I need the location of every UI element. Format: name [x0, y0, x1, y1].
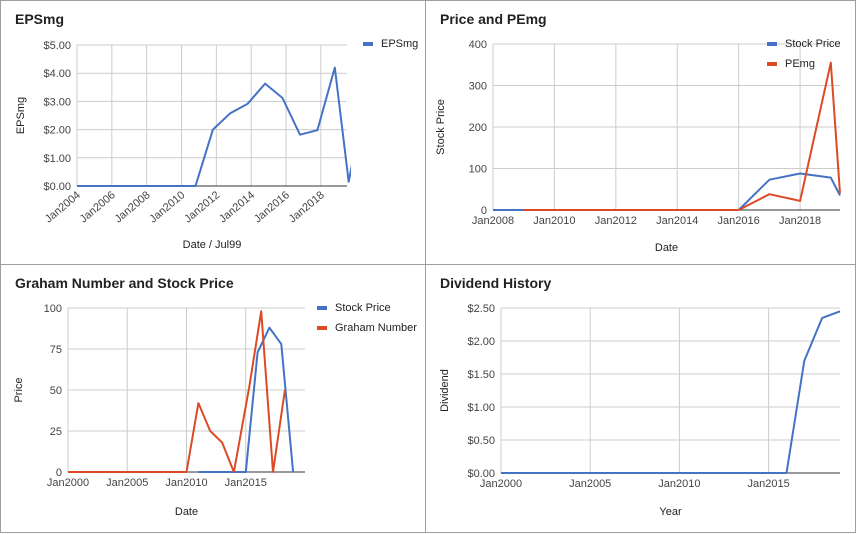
x-axis-title: Date: [655, 242, 678, 254]
chart-legend: EPSmg: [363, 34, 418, 54]
y-tick-label: $4.00: [43, 68, 71, 80]
x-tick-label: Jan2004: [43, 189, 83, 225]
chart-legend: Stock Price Graham Number: [317, 298, 417, 338]
legend-item[interactable]: Stock Price: [317, 298, 417, 318]
y-tick-label: $1.00: [43, 153, 71, 165]
chart-title: Dividend History: [440, 275, 552, 291]
x-tick-label: Jan2016: [252, 189, 292, 225]
series-line-stock-price: [493, 172, 841, 211]
y-tick-label: $0.50: [467, 435, 495, 447]
y-axis-title: Price: [13, 377, 25, 402]
legend-item[interactable]: Stock Price: [767, 34, 841, 54]
legend-swatch: [767, 42, 777, 46]
x-tick-label: Jan2010: [165, 477, 207, 489]
x-tick-label: Jan2010: [533, 215, 575, 227]
chart-panel-graham: 0 25 50 75 100 Jan2000 Jan2005 Jan2010 Jan2015 Da…: [0, 264, 426, 533]
y-tick-label: $1.00: [467, 402, 495, 414]
x-tick-label: Jan2010: [147, 189, 187, 225]
legend-label: Stock Price: [785, 38, 841, 50]
x-tick-label: Jan2006: [78, 189, 118, 225]
x-tick-label: Jan2000: [480, 478, 522, 490]
x-tick-label: Jan2015: [748, 478, 790, 490]
y-axis-title: Stock Price: [435, 99, 447, 155]
chart-svg: 0 25 50 75 100 Jan2000 Jan2005 Jan2010 Jan2015 Da…: [13, 303, 305, 518]
legend-item[interactable]: EPSmg: [363, 34, 418, 54]
chart-title: Graham Number and Stock Price: [15, 275, 234, 291]
chart-svg: $0.00$1.00$2.00$3.00$4.00$5.00Jan2004Jan…: [15, 40, 351, 251]
y-tick-label: $2.00: [43, 125, 71, 137]
x-tick-label: Jan2010: [658, 478, 700, 490]
legend-swatch: [317, 326, 327, 330]
y-tick-label: 50: [50, 385, 62, 397]
y-tick-label: $0.00: [43, 181, 71, 193]
legend-label: EPSmg: [381, 38, 419, 50]
x-axis-title: Date: [175, 506, 198, 518]
y-tick-label: 25: [50, 426, 62, 438]
x-tick-label: Jan2014: [217, 189, 257, 225]
y-tick-label: 100: [44, 303, 62, 315]
series-line-epsmg: [77, 66, 351, 187]
x-tick-label: Jan2018: [779, 215, 821, 227]
y-tick-label: $1.50: [467, 369, 495, 381]
series-line-pemg: [523, 61, 841, 211]
x-axis-title: Year: [659, 506, 682, 518]
legend-swatch: [767, 62, 777, 66]
x-tick-label: Jan2005: [569, 478, 611, 490]
y-axis-title: Dividend: [439, 369, 451, 412]
legend-label: Stock Price: [335, 302, 391, 314]
legend-swatch: [317, 306, 327, 310]
x-tick-label: Jan2014: [656, 215, 698, 227]
x-tick-label: Jan2005: [106, 477, 148, 489]
y-tick-label: 400: [469, 39, 487, 51]
legend-label: Graham Number: [335, 322, 417, 334]
y-tick-label: $2.00: [467, 336, 495, 348]
y-tick-label: $3.00: [43, 96, 71, 108]
legend-swatch: [363, 42, 373, 46]
legend-item[interactable]: PEmg: [767, 54, 841, 74]
y-tick-label: $5.00: [43, 40, 71, 52]
chart-svg: $0.00 $0.50 $1.00 $1.50 $2.00 $2.50 Jan2000 Jan…: [439, 303, 841, 518]
x-tick-label: Jan2012: [182, 189, 222, 225]
y-tick-label: 0: [56, 467, 62, 479]
chart-panel-dividend: $0.00 $0.50 $1.00 $1.50 $2.00 $2.50 Jan2000 Jan…: [425, 264, 856, 533]
chart-title: Price and PEmg: [440, 11, 547, 27]
x-tick-label: Jan2008: [472, 215, 514, 227]
y-tick-label: 0: [481, 205, 487, 217]
x-tick-label: Jan2012: [595, 215, 637, 227]
y-tick-label: 75: [50, 344, 62, 356]
x-tick-label: Jan2008: [113, 189, 153, 225]
y-tick-label: $2.50: [467, 303, 495, 315]
series-line-graham-number: [68, 310, 286, 473]
series-line-dividend: [501, 310, 841, 474]
chart-panel-epsmg: $0.00 $1.00 $2.00 $3.00 $4.00 $5.00 Jan2004 Jan…: [0, 0, 426, 265]
y-axis-title: EPSmg: [15, 97, 27, 134]
y-tick-label: 200: [469, 122, 487, 134]
chart-panel-price-pemg: 0 100 200 300 400 Jan2008 Jan2010 Jan2012 Jan201…: [425, 0, 856, 265]
x-tick-label: Jan2016: [718, 215, 760, 227]
y-tick-label: 100: [469, 164, 487, 176]
y-tick-label: 300: [469, 81, 487, 93]
chart-title: EPSmg: [15, 11, 65, 27]
x-tick-label: Jan2015: [225, 477, 267, 489]
chart-legend: Stock Price PEmg: [767, 34, 841, 74]
chart-svg: 0 100 200 300 400 Jan2008 Jan2010 Jan2012 Jan201…: [435, 39, 841, 254]
y-tick-label: $0.00: [467, 468, 495, 480]
x-axis-title: Date / Jul99: [183, 239, 242, 251]
legend-label: PEmg: [785, 58, 815, 70]
x-tick-label: Jan2000: [47, 477, 89, 489]
x-tick-label: Jan2018: [287, 189, 327, 225]
legend-item[interactable]: Graham Number: [317, 318, 417, 338]
